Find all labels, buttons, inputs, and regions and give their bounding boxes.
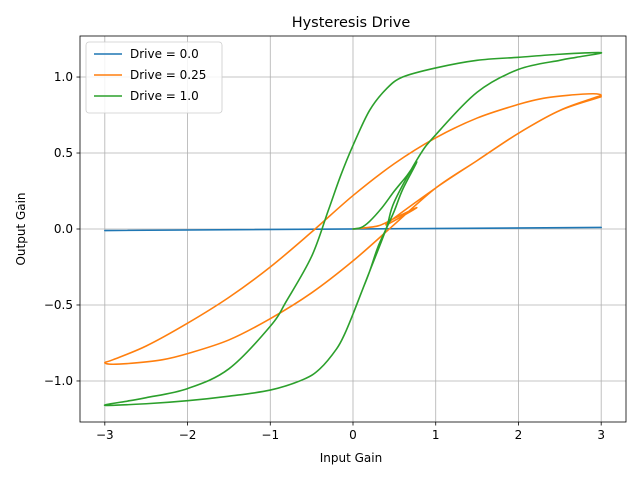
y-tick-label: −1.0: [44, 374, 73, 388]
legend: Drive = 0.0 Drive = 0.25 Drive = 1.0: [85, 41, 223, 114]
series-line-2: [104, 92, 602, 366]
y-tick-label: 0.0: [54, 222, 73, 236]
legend-label: Drive = 0.25: [130, 68, 206, 82]
x-tick-label: 0: [349, 428, 357, 442]
series-layer: [104, 51, 602, 407]
series-line-3: [104, 51, 602, 407]
x-tick-label: 3: [597, 428, 605, 442]
x-axis-label: Input Gain: [320, 451, 382, 465]
x-tick-label: −2: [179, 428, 197, 442]
x-tick-label: 1: [432, 428, 440, 442]
y-tick-label: −0.5: [44, 298, 73, 312]
y-tick-label: 1.0: [54, 70, 73, 84]
y-axis-label: Output Gain: [14, 192, 28, 265]
y-tick-label: 0.5: [54, 146, 73, 160]
axes-layer: −3 −2 −1 0 1 2 3 −1.0 −0.5 0.0 0.5 1.0: [44, 35, 627, 442]
chart-title: Hysteresis Drive: [292, 15, 411, 31]
x-tick-label: −1: [261, 428, 279, 442]
x-tick-label: −3: [96, 428, 114, 442]
plot-frame: [79, 35, 627, 423]
legend-label: Drive = 1.0: [130, 89, 199, 103]
x-tick-label: 2: [515, 428, 523, 442]
legend-label: Drive = 0.0: [130, 47, 199, 61]
